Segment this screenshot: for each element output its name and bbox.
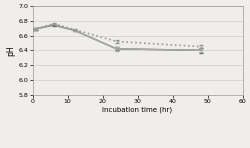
X-axis label: Incubation time (hr): Incubation time (hr) — [102, 107, 172, 113]
Y-axis label: pH: pH — [7, 45, 16, 56]
